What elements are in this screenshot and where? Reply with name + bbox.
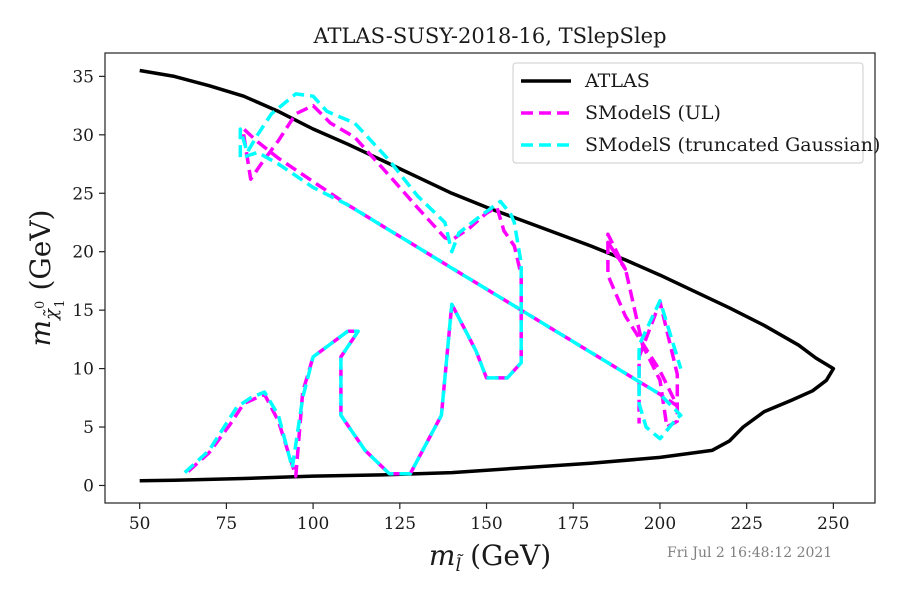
x-tick-label: 150 — [470, 514, 502, 534]
x-axis-unit: (GeV) — [470, 539, 551, 572]
legend-box — [512, 62, 864, 164]
series-layer — [139, 68, 836, 483]
x-tick-label: 75 — [216, 514, 238, 534]
legend-label: ATLAS — [584, 70, 650, 92]
y-tick-label: 5 — [83, 418, 94, 438]
legend: ATLAS SModelS (UL) SModelS (truncated Gaus… — [512, 62, 880, 164]
y-tick-label: 30 — [72, 126, 94, 146]
series-line-atlas — [139, 68, 836, 483]
x-tick-label: 200 — [644, 514, 676, 534]
y-axis-unit: (GeV) — [24, 210, 57, 291]
x-tick-label: 125 — [384, 514, 416, 534]
x-axis-label: ml̃ (GeV) — [429, 539, 551, 576]
y-axis-ticks: 0 5 10 15 20 25 30 35 — [72, 67, 105, 496]
series-line-smodels-truncated-gaussian — [183, 92, 683, 476]
y-tick-label: 25 — [72, 184, 94, 204]
y-axis-label: mχ̃0 1 (GeV) — [24, 210, 68, 347]
y-tick-label: 15 — [72, 301, 94, 321]
legend-label: SModelS (truncated Gaussian) — [585, 134, 880, 156]
x-tick-label: 250 — [817, 514, 849, 534]
chart-title: ATLAS-SUSY-2018-16, TSlepSlep — [312, 24, 666, 48]
y-tick-label: 20 — [72, 243, 94, 263]
x-axis-ticks: 50 75 100 125 150 175 200 225 250 — [129, 503, 850, 534]
timestamp: Fri Jul 2 16:48:12 2021 — [667, 545, 832, 561]
x-tick-label: 50 — [129, 514, 151, 534]
x-tick-label: 100 — [297, 514, 329, 534]
x-tick-label: 175 — [557, 514, 589, 534]
y-tick-label: 10 — [72, 360, 94, 380]
legend-label: SModelS (UL) — [585, 102, 721, 124]
y-tick-label: 35 — [72, 67, 94, 87]
y-tick-label: 0 — [83, 476, 94, 496]
x-tick-label: 225 — [730, 514, 762, 534]
plot-frame — [104, 52, 876, 504]
